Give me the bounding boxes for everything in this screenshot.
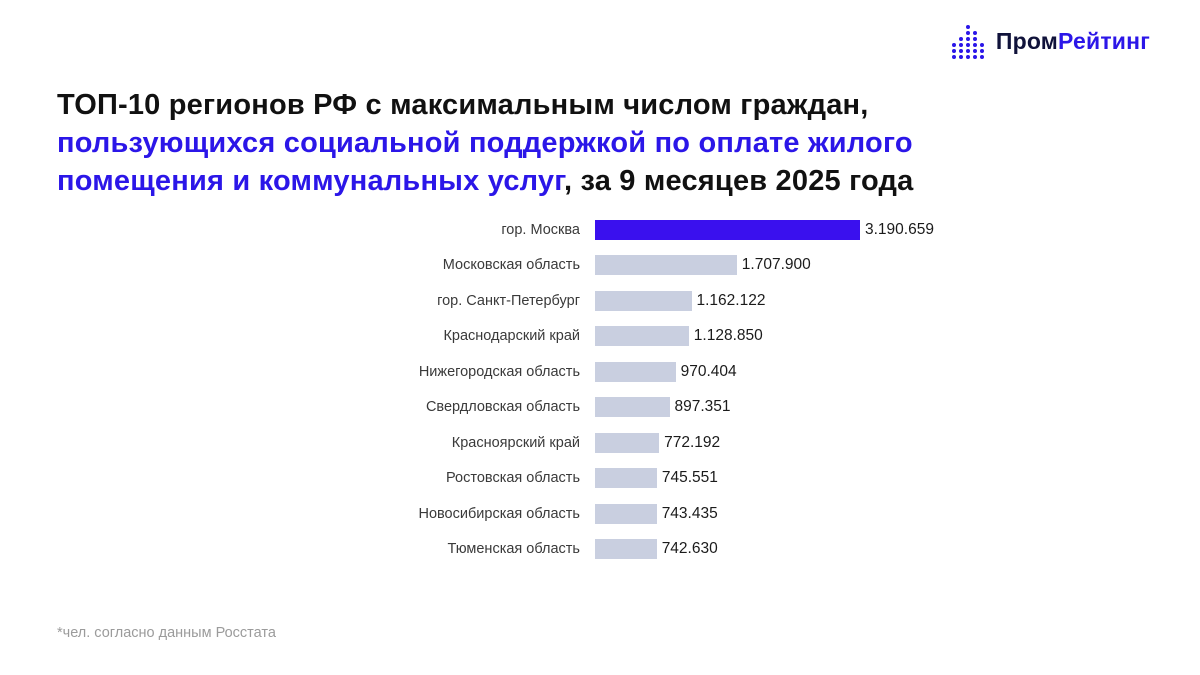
category-label: Новосибирская область xyxy=(418,505,580,522)
bar xyxy=(595,503,657,524)
bar-row: Краснодарский край 1.128.850 xyxy=(0,319,1200,355)
source-footnote: *чел. согласно данным Росстата xyxy=(57,625,276,641)
category-label: Красноярский край xyxy=(451,434,580,451)
brand-wordmark: ПромРейтинг xyxy=(996,28,1150,55)
bar xyxy=(595,255,737,276)
title-line2: пользующихся социальной поддержкой по оп… xyxy=(57,127,913,159)
category-label: гор. Санкт-Петербург xyxy=(437,292,580,309)
bar-row: гор. Санкт-Петербург 1.162.122 xyxy=(0,283,1200,319)
bar-chart: гор. Москва 3.190.659 Московская область 1.… xyxy=(0,212,1200,567)
bar-row: Ростовская область 745.551 xyxy=(0,461,1200,497)
chart-title: ТОП-10 регионов РФ с максимальным числом… xyxy=(57,86,1137,200)
promrating-logo-icon xyxy=(951,25,984,59)
bar-row: Свердловская область 897.351 xyxy=(0,390,1200,426)
value-label: 897.351 xyxy=(674,398,731,416)
value-label: 3.190.659 xyxy=(865,220,934,238)
value-label: 970.404 xyxy=(680,362,737,380)
category-label: Свердловская область xyxy=(425,399,580,416)
brand-wordmark-rating: Рейтинг xyxy=(1058,27,1150,54)
brand-logo: ПромРейтинг xyxy=(949,22,1150,60)
category-label: Нижегородская область xyxy=(418,363,580,380)
bar xyxy=(595,397,670,418)
category-label: гор. Москва xyxy=(501,221,580,238)
title-line3-black: , за 9 месяцев 2025 года xyxy=(563,165,914,197)
category-label: Ростовская область xyxy=(446,470,580,487)
bar xyxy=(595,290,692,311)
bar-highlighted xyxy=(595,219,860,240)
value-label: 742.630 xyxy=(661,540,718,558)
bar-row: Московская область 1.707.900 xyxy=(0,248,1200,284)
bar xyxy=(595,539,657,560)
bar xyxy=(595,468,657,489)
category-label: Краснодарский край xyxy=(443,328,580,345)
bar xyxy=(595,361,676,382)
bar-row: Красноярский край 772.192 xyxy=(0,425,1200,461)
bar xyxy=(595,326,689,347)
bar-row: Нижегородская область 970.404 xyxy=(0,354,1200,390)
value-label: 1.128.850 xyxy=(693,327,763,345)
value-label: 1.162.122 xyxy=(696,291,766,309)
bar-row: гор. Москва 3.190.659 xyxy=(0,212,1200,248)
bar-row: Тюменская область 742.630 xyxy=(0,532,1200,568)
value-label: 772.192 xyxy=(664,433,721,451)
category-label: Московская область xyxy=(442,257,580,274)
value-label: 743.435 xyxy=(661,504,718,522)
bar xyxy=(595,432,660,453)
value-label: 745.551 xyxy=(661,469,718,487)
category-label: Тюменская область xyxy=(447,541,580,558)
bar-row: Новосибирская область 743.435 xyxy=(0,496,1200,532)
title-line3-blue: помещения и коммунальных услуг xyxy=(57,165,564,197)
title-line1: ТОП-10 регионов РФ с максимальным числом… xyxy=(57,89,869,121)
brand-wordmark-prom: Пром xyxy=(995,27,1059,54)
value-label: 1.707.900 xyxy=(741,256,811,274)
